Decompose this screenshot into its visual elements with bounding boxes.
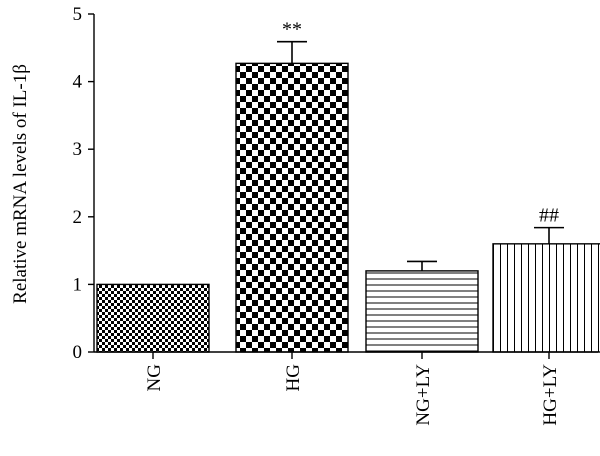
plot-area: 0 1 2 3 4 5 NG ** HG NG+LY ## HG+LY bbox=[73, 4, 600, 426]
y-tick-label: 4 bbox=[73, 72, 83, 93]
x-tick-label: NG+LY bbox=[413, 364, 434, 426]
y-axis-label: Relative mRNA levels of IL-1β bbox=[10, 64, 31, 304]
significance-marker: ## bbox=[539, 205, 559, 227]
x-tick-label: HG bbox=[283, 364, 304, 392]
bar-ng bbox=[96, 283, 210, 353]
y-tick-label: 5 bbox=[73, 4, 83, 25]
x-tick-label: HG+LY bbox=[540, 364, 561, 426]
y-tick-label: 2 bbox=[73, 207, 83, 228]
bar-ng-plus-ly bbox=[365, 270, 479, 353]
x-tick-label: NG bbox=[144, 364, 165, 392]
y-tick-label: 1 bbox=[73, 274, 83, 295]
bar-hg bbox=[235, 62, 349, 353]
y-tick-label: 0 bbox=[73, 342, 83, 363]
bar-hg-plus-ly bbox=[492, 243, 600, 353]
significance-marker: ** bbox=[282, 19, 302, 41]
y-tick-label: 3 bbox=[73, 139, 83, 160]
